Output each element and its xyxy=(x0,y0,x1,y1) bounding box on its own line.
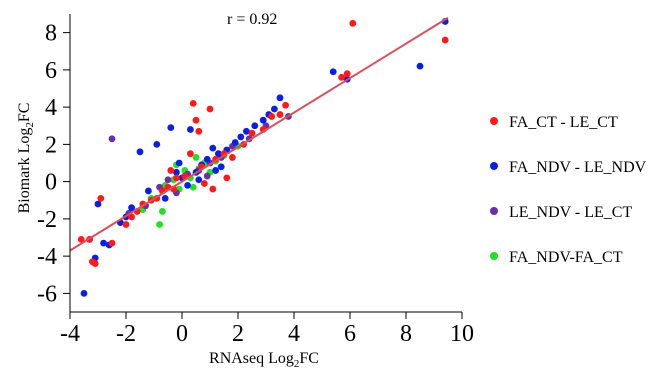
y-tick-label: 8 xyxy=(45,21,57,47)
data-point xyxy=(243,127,250,135)
data-point xyxy=(145,187,152,195)
data-point xyxy=(136,148,144,156)
data-point xyxy=(276,94,284,102)
data-point xyxy=(187,150,194,158)
data-point xyxy=(189,100,197,107)
data-point xyxy=(349,19,357,27)
x-axis-title-subscript: 2 xyxy=(294,358,300,370)
data-point xyxy=(159,208,166,215)
data-point xyxy=(94,200,102,208)
y-tick-label: -4 xyxy=(37,244,57,270)
data-point xyxy=(343,70,351,77)
legend: FA_CT - LE_CT FA_NDV - LE_NDV LE_NDV - LE_… xyxy=(490,114,647,266)
data-point xyxy=(416,62,424,70)
data-point xyxy=(206,105,214,113)
x-axis-title-prefix: RNAseq Log xyxy=(209,350,294,367)
x-axis-title: RNAseq Log2FC xyxy=(209,350,319,370)
data-point xyxy=(108,239,116,247)
data-point xyxy=(91,260,99,267)
legend-marker xyxy=(490,207,498,215)
data-point xyxy=(175,159,183,167)
data-point xyxy=(237,133,245,141)
x-tick-label: 6 xyxy=(344,321,356,347)
data-point xyxy=(268,113,275,120)
data-point xyxy=(209,144,217,152)
data-point xyxy=(195,127,203,135)
data-point xyxy=(128,213,136,221)
regression-line xyxy=(69,16,449,252)
x-tick-label: 2 xyxy=(232,321,244,347)
legend-label: FA_NDV-FA_CT xyxy=(509,249,623,266)
data-point xyxy=(338,73,345,81)
data-point xyxy=(248,129,256,137)
y-axis-title-subscript: 2 xyxy=(24,122,36,128)
data-point xyxy=(212,167,220,174)
data-point xyxy=(192,116,200,124)
data-point xyxy=(184,181,192,189)
data-point xyxy=(229,154,236,161)
data-point xyxy=(441,36,449,44)
data-point xyxy=(122,221,130,228)
y-tick-label: -2 xyxy=(37,207,57,233)
data-point xyxy=(161,194,169,202)
data-point xyxy=(173,168,180,176)
data-point xyxy=(231,139,239,146)
axes xyxy=(69,14,462,313)
x-tick-label: 8 xyxy=(400,321,412,347)
data-point xyxy=(173,174,180,182)
x-tick-label: 10 xyxy=(450,321,474,347)
legend-marker xyxy=(490,162,498,170)
data-point xyxy=(100,239,107,247)
data-point xyxy=(80,289,88,297)
data-point xyxy=(209,185,217,193)
data-point xyxy=(217,163,225,171)
data-point xyxy=(282,101,289,109)
data-point xyxy=(251,122,259,130)
y-axis-title-suffix: FC xyxy=(16,103,33,123)
data-point xyxy=(167,167,175,174)
y-tick-label: 4 xyxy=(45,95,57,121)
data-point xyxy=(215,150,222,158)
y-axis-title-prefix: Biomark Log xyxy=(16,128,33,214)
y-tick-label: 2 xyxy=(45,132,57,158)
legend-marker xyxy=(490,117,498,125)
data-point xyxy=(203,172,211,180)
data-point xyxy=(77,235,85,243)
x-tick-label: -4 xyxy=(60,321,80,347)
y-axis-title: Biomark Log2FC xyxy=(16,103,36,214)
legend-label: LE_NDV - LE_CT xyxy=(509,204,632,221)
data-point xyxy=(271,105,278,113)
data-point xyxy=(187,126,194,133)
data-point xyxy=(156,221,164,228)
data-point xyxy=(223,174,231,182)
x-tick-label: 0 xyxy=(176,321,188,347)
data-point xyxy=(97,194,105,202)
y-tick-label: 0 xyxy=(45,170,57,196)
data-point xyxy=(259,116,267,124)
x-axis-title-suffix: FC xyxy=(299,350,319,367)
data-point xyxy=(108,135,116,143)
correlation-annotation: r = 0.92 xyxy=(227,11,277,28)
y-tick-label: -6 xyxy=(37,281,57,307)
y-tick-label: 6 xyxy=(45,58,57,84)
data-point xyxy=(329,68,337,76)
data-point xyxy=(167,124,175,132)
points-layer xyxy=(77,18,449,297)
data-point xyxy=(128,204,136,212)
data-point xyxy=(195,176,203,184)
legend-label: FA_NDV - LE_NDV xyxy=(509,159,647,176)
data-point xyxy=(192,154,200,161)
legend-label: FA_CT - LE_CT xyxy=(509,114,618,131)
data-point xyxy=(164,176,172,184)
legend-marker xyxy=(490,252,498,260)
data-point xyxy=(203,155,211,163)
data-point xyxy=(153,140,161,148)
x-tick-label: 4 xyxy=(288,321,300,347)
data-point xyxy=(201,180,208,187)
data-point xyxy=(276,111,284,118)
x-tick-label: -2 xyxy=(116,321,136,347)
data-point xyxy=(189,183,197,191)
